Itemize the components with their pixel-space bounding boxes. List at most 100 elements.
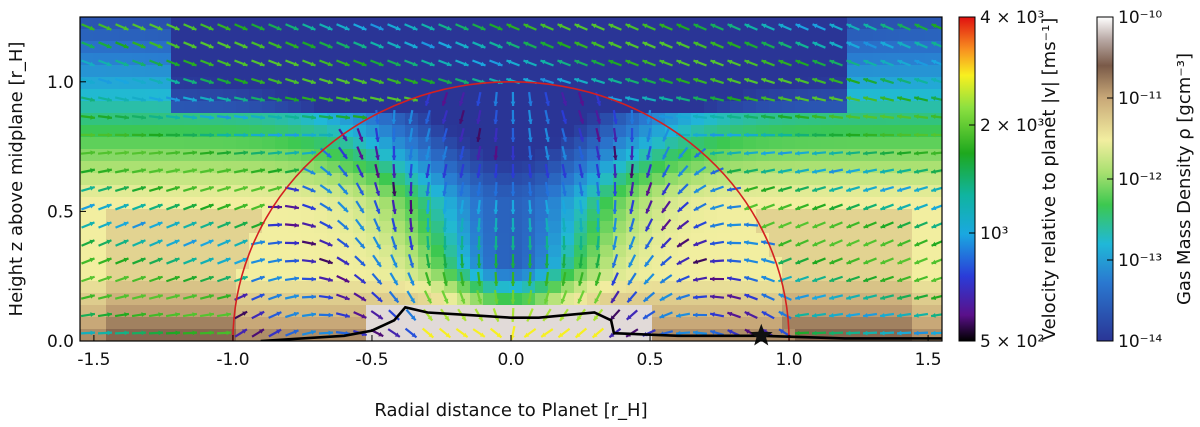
heat-cell xyxy=(626,245,640,258)
heat-cell xyxy=(548,53,562,66)
velocity-arrow xyxy=(216,168,232,174)
heat-cell xyxy=(158,329,172,341)
velocity-arrow xyxy=(709,276,725,282)
heat-cell xyxy=(743,281,757,294)
velocity-arrow xyxy=(183,239,197,247)
density-colorbar-label: Gas Mass Density ρ [gcm⁻³] xyxy=(1174,53,1195,305)
velocity-arrow xyxy=(641,96,657,102)
heat-cell xyxy=(431,269,445,282)
heat-cell xyxy=(782,137,796,150)
heat-cell xyxy=(769,137,783,150)
velocity-arrow xyxy=(391,217,397,233)
heat-cell xyxy=(470,161,484,174)
heat-cell xyxy=(405,101,419,114)
heat-cell xyxy=(327,29,341,42)
heat-cell xyxy=(938,185,942,198)
velocity-arrow xyxy=(930,186,942,193)
heat-cell xyxy=(548,305,562,318)
heat-cell xyxy=(912,281,926,294)
velocity-arrow xyxy=(676,219,690,231)
velocity-arrow xyxy=(301,312,317,318)
velocity-arrow xyxy=(387,328,401,338)
velocity-arrow xyxy=(476,289,483,305)
velocity-arrow xyxy=(476,109,482,125)
heat-cell xyxy=(743,221,757,234)
velocity-arrow xyxy=(812,23,826,31)
heat-cell xyxy=(444,29,458,42)
velocity-arrow xyxy=(726,114,742,120)
heat-cell xyxy=(782,113,796,126)
heat-cell xyxy=(158,53,172,66)
heat-cell xyxy=(496,185,510,198)
heat-cell xyxy=(197,65,211,78)
heat-cell xyxy=(470,269,484,282)
velocity-arrow xyxy=(354,255,366,267)
heat-cell xyxy=(132,149,146,162)
velocity-arrow xyxy=(561,109,568,125)
heat-cell xyxy=(431,317,445,330)
velocity-arrow xyxy=(743,185,759,193)
velocity-arrow xyxy=(182,185,198,193)
velocity-arrow xyxy=(352,114,368,120)
heat-cell xyxy=(210,149,224,162)
velocity-arrow xyxy=(97,96,113,102)
heat-cell xyxy=(275,317,289,330)
velocity-arrow xyxy=(442,145,448,161)
heat-cell xyxy=(704,65,718,78)
velocity-arrow xyxy=(862,294,878,300)
heat-cell xyxy=(93,101,107,114)
heat-cell xyxy=(938,113,942,126)
velocity-arrow xyxy=(182,294,198,300)
heat-cell xyxy=(704,317,718,330)
velocity-arrow xyxy=(373,218,381,232)
velocity-arrow xyxy=(760,96,776,102)
heat-cell xyxy=(379,245,393,258)
velocity-arrow xyxy=(862,132,878,138)
heat-cell xyxy=(249,101,263,114)
velocity-arrow xyxy=(863,203,877,211)
heat-cell xyxy=(327,233,341,246)
heat-cell xyxy=(392,113,406,126)
velocity-arrow xyxy=(693,23,707,31)
velocity-arrow xyxy=(353,23,367,31)
velocity-arrow xyxy=(442,235,448,251)
heat-cell xyxy=(418,29,432,42)
heat-cell xyxy=(535,245,549,258)
heat-cell xyxy=(613,185,627,198)
velocity-arrow xyxy=(794,294,810,300)
heat-cell xyxy=(405,137,419,150)
heat-cell xyxy=(405,65,419,78)
velocity-arrow xyxy=(506,59,520,67)
velocity-arrow xyxy=(523,41,537,49)
heat-cell xyxy=(327,173,341,186)
velocity-arrow xyxy=(200,23,214,31)
heat-cell xyxy=(301,245,315,258)
velocity-arrow xyxy=(115,203,129,211)
heat-cell xyxy=(665,161,679,174)
velocity-arrow xyxy=(778,257,792,265)
heat-cell xyxy=(444,89,458,102)
heat-cell xyxy=(600,137,614,150)
heat-cell xyxy=(444,197,458,210)
velocity-arrow xyxy=(165,168,181,174)
velocity-arrow xyxy=(931,258,942,265)
velocity-arrow xyxy=(845,312,861,318)
velocity-arrow xyxy=(812,41,826,49)
heat-cell xyxy=(730,317,744,330)
velocity-arrow xyxy=(216,114,232,120)
heat-cell xyxy=(860,329,874,341)
velocity-arrow xyxy=(251,310,265,320)
x-tick-label: -0.5 xyxy=(355,350,388,370)
heat-cell xyxy=(353,209,367,222)
velocity-arrow xyxy=(216,132,232,138)
velocity-arrow xyxy=(897,41,911,49)
velocity-arrow xyxy=(578,145,584,161)
velocity-arrow xyxy=(845,294,861,300)
velocity-arrow xyxy=(544,253,550,269)
velocity-arrow xyxy=(166,203,180,211)
heat-cell xyxy=(704,197,718,210)
velocity-arrow xyxy=(387,41,401,49)
velocity-arrow xyxy=(217,257,231,265)
heat-cell xyxy=(756,317,770,330)
heat-cell xyxy=(717,305,731,318)
